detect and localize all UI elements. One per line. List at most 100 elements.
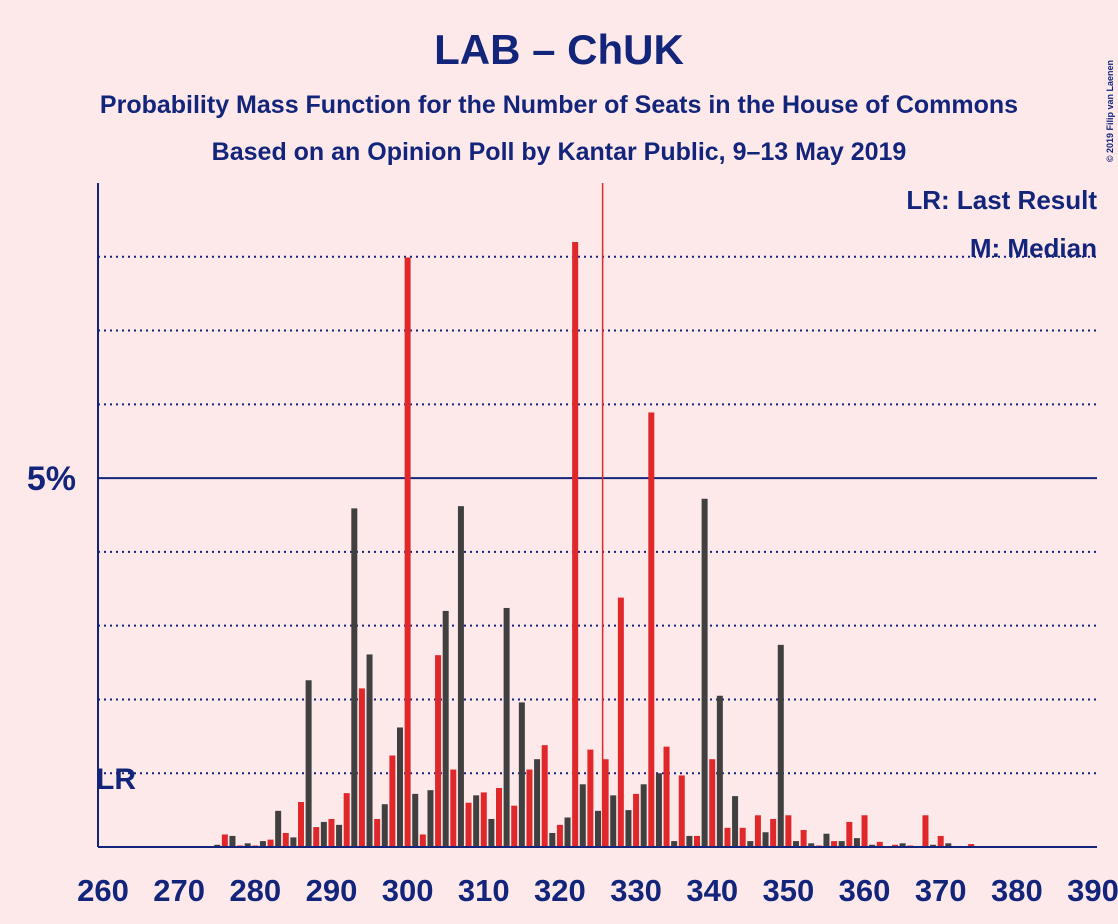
- bar: [831, 841, 838, 847]
- bar: [496, 787, 502, 847]
- bar: [869, 844, 876, 847]
- bar: [945, 843, 952, 847]
- bar: [861, 815, 868, 847]
- bar: [518, 702, 525, 847]
- bar: [328, 818, 335, 847]
- bar: [587, 749, 594, 847]
- bar: [853, 838, 860, 847]
- bar: [968, 844, 975, 847]
- bar: [762, 832, 769, 847]
- legend-entry: M: Median: [970, 233, 1097, 263]
- bar: [930, 844, 937, 847]
- x-tick-label: 350: [763, 873, 815, 908]
- bar: [480, 792, 487, 847]
- bar: [343, 793, 350, 847]
- bar: [320, 821, 327, 847]
- x-tick-label: 330: [610, 873, 662, 908]
- bar: [389, 755, 396, 847]
- bar: [686, 835, 693, 847]
- x-tick-label: 290: [306, 873, 358, 908]
- bar: [648, 412, 655, 847]
- bar: [290, 837, 297, 847]
- bar: [602, 759, 609, 847]
- bar: [374, 818, 381, 847]
- bar: [678, 775, 685, 847]
- x-tick-label: 300: [382, 873, 434, 908]
- x-tick-label: 270: [153, 873, 205, 908]
- bar: [785, 815, 792, 847]
- bar: [579, 784, 586, 847]
- bar: [214, 844, 221, 847]
- bar: [701, 498, 708, 847]
- bar: [503, 607, 510, 847]
- bar: [846, 821, 853, 847]
- bar: [876, 841, 883, 847]
- x-tick-label: 320: [534, 873, 586, 908]
- bar: [221, 834, 228, 847]
- bar: [739, 827, 746, 847]
- bar: [838, 841, 845, 847]
- bar: [617, 597, 624, 847]
- bar: [404, 257, 411, 847]
- x-tick-label: 260: [77, 873, 129, 908]
- bar: [564, 817, 571, 847]
- bar: [488, 818, 495, 847]
- bar: [610, 795, 617, 847]
- bar: [549, 832, 556, 847]
- bar: [366, 654, 373, 847]
- bar: [823, 833, 830, 847]
- bar: [412, 793, 419, 847]
- bar: [259, 841, 266, 847]
- bar: [244, 843, 251, 847]
- bar: [732, 796, 739, 847]
- bar: [442, 610, 449, 847]
- bar: [800, 830, 807, 847]
- bar: [808, 843, 815, 847]
- bar: [526, 769, 533, 847]
- x-tick-label: 360: [839, 873, 891, 908]
- bar: [633, 793, 640, 847]
- bar: [351, 508, 358, 847]
- y-tick-label: 5%: [27, 460, 76, 498]
- bar: [754, 815, 761, 847]
- x-tick-label: 280: [229, 873, 281, 908]
- bar: [595, 810, 601, 847]
- bar: [435, 655, 442, 847]
- bar: [770, 818, 777, 847]
- chart-subtitle: Probability Mass Function for the Number…: [100, 91, 1018, 119]
- bar: [358, 688, 365, 847]
- bar: [229, 835, 236, 847]
- bar: [793, 841, 799, 847]
- chart-subtitle: Based on an Opinion Poll by Kantar Publi…: [212, 138, 907, 166]
- bar: [313, 827, 320, 847]
- bar: [511, 805, 518, 847]
- bar: [267, 839, 274, 847]
- copyright: © 2019 Filip van Laenen: [1105, 60, 1115, 162]
- bar: [694, 835, 700, 847]
- bar: [534, 759, 541, 847]
- last-result-label: LR: [96, 763, 136, 796]
- bar: [381, 804, 388, 847]
- x-tick-label: 370: [915, 873, 967, 908]
- bar: [655, 773, 662, 847]
- bar: [541, 745, 548, 847]
- bar: [473, 795, 480, 847]
- bar: [465, 802, 472, 847]
- x-tick-label: 340: [686, 873, 738, 908]
- bar: [937, 835, 944, 847]
- bar: [899, 843, 906, 847]
- bar: [663, 746, 670, 847]
- bar: [625, 810, 632, 847]
- bar: [892, 844, 898, 847]
- bar: [777, 644, 784, 847]
- bar: [450, 769, 457, 847]
- x-tick-label: 390: [1067, 873, 1118, 908]
- bar: [275, 810, 282, 847]
- bar: [282, 832, 289, 847]
- x-tick-label: 310: [458, 873, 510, 908]
- bar: [336, 824, 343, 847]
- chart-title: LAB – ChUK: [434, 26, 684, 73]
- bar: [419, 834, 426, 847]
- legend-entry: LR: Last Result: [906, 185, 1097, 215]
